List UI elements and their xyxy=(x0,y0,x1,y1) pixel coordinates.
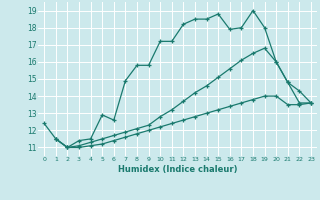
X-axis label: Humidex (Indice chaleur): Humidex (Indice chaleur) xyxy=(118,165,237,174)
